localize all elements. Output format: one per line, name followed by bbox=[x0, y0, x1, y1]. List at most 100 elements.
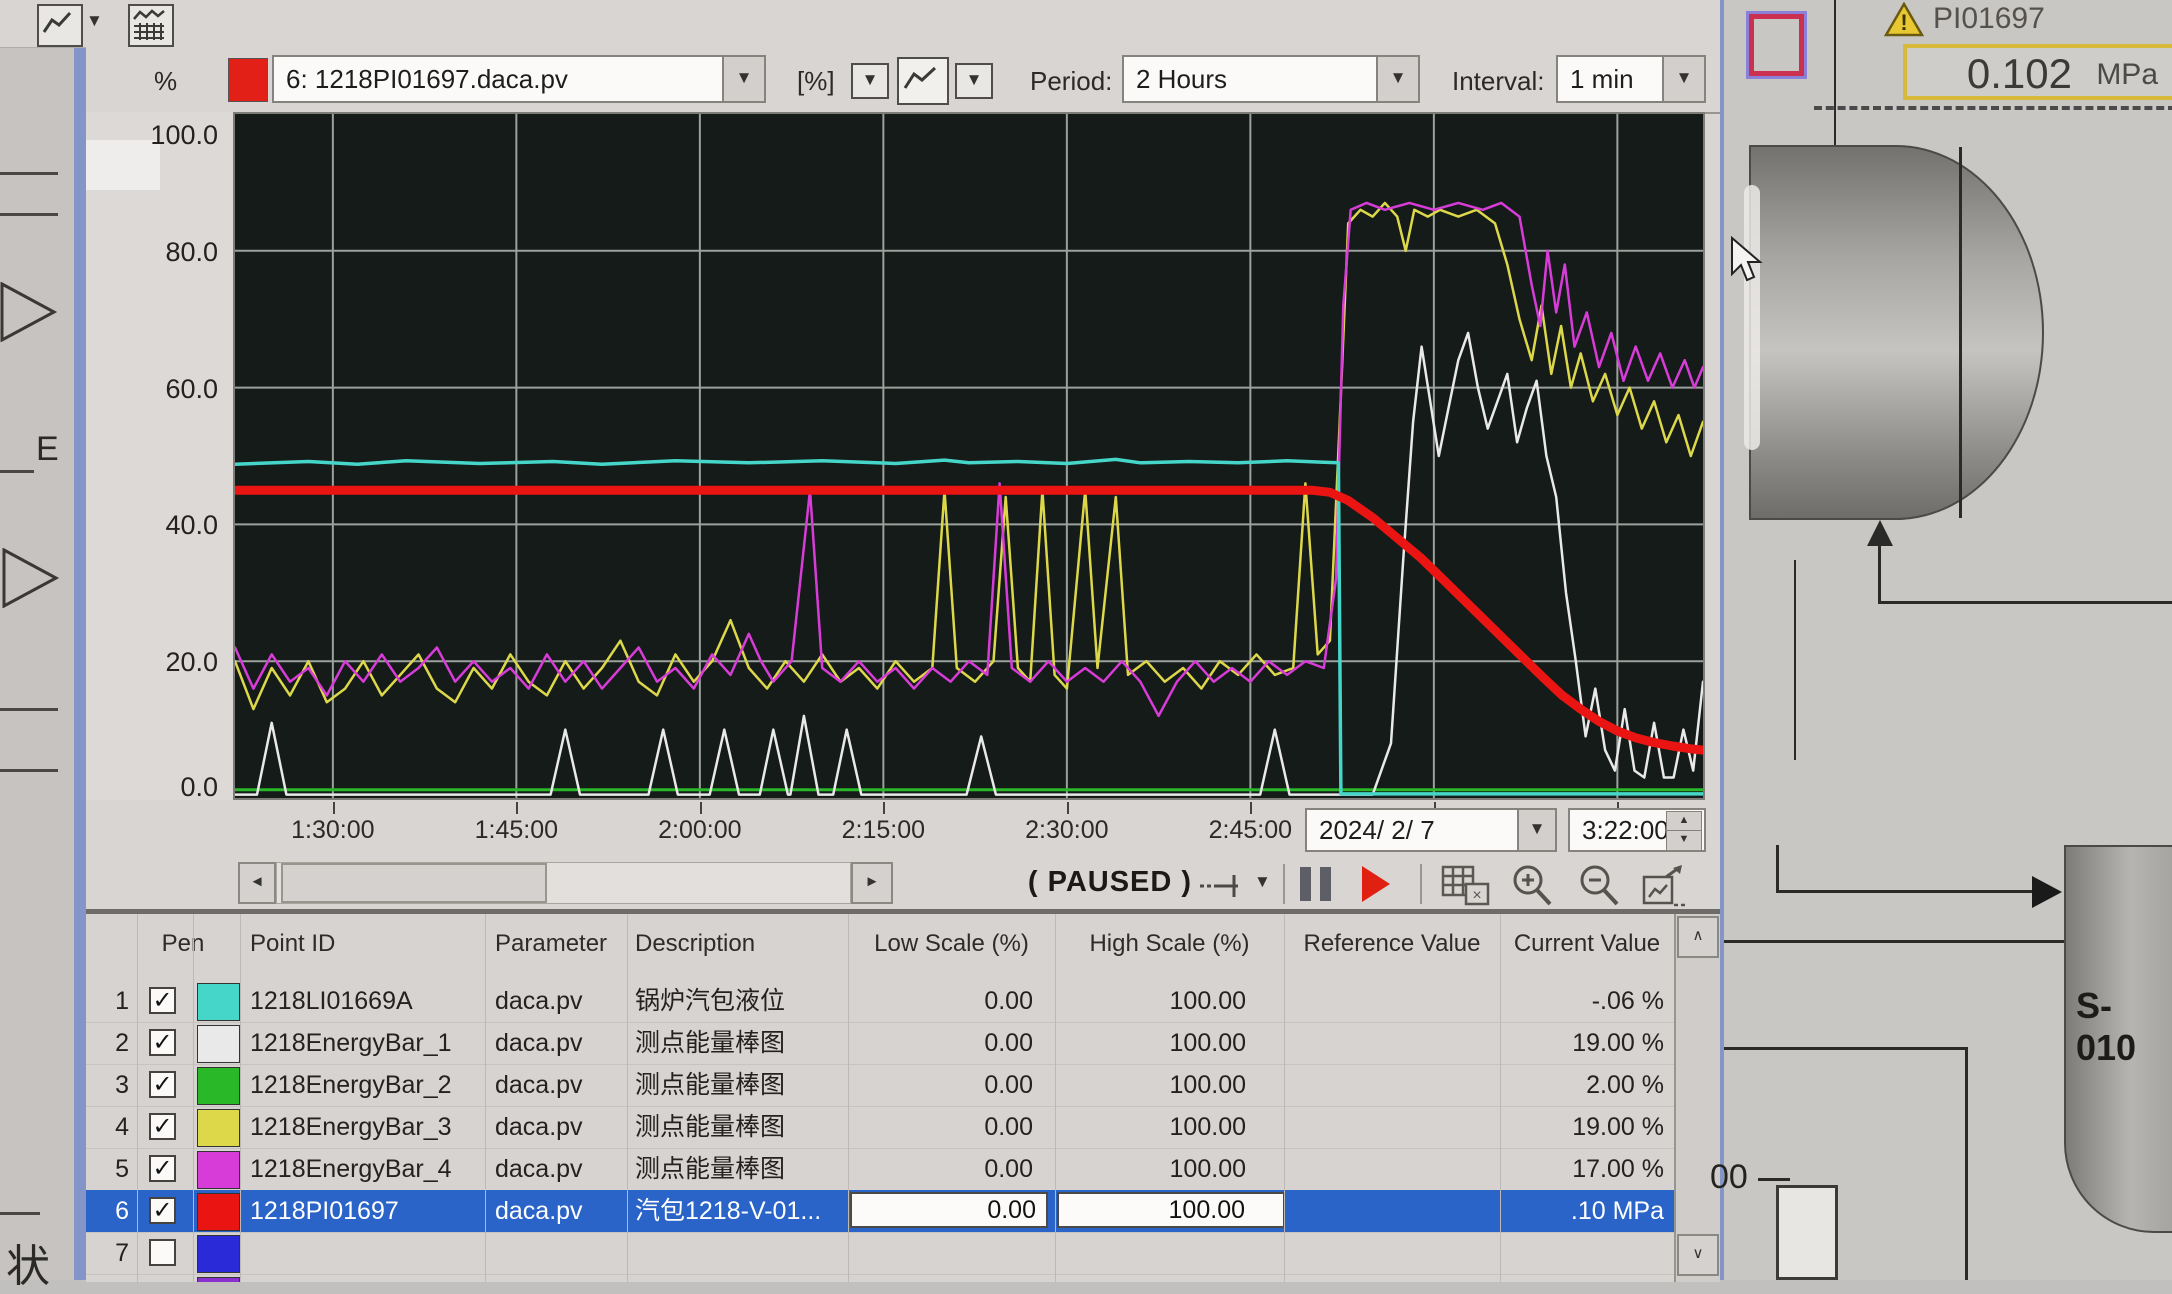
table-row[interactable]: 5 ✓ 1218EnergyBar_4 daca.pv 测点能量棒图 0.00 100.00… bbox=[86, 1148, 1674, 1191]
cell-reference bbox=[1284, 980, 1510, 1022]
cell-reference bbox=[1284, 1106, 1510, 1148]
schematic-line bbox=[1965, 1047, 1968, 1280]
schematic-line bbox=[1758, 1178, 1790, 1181]
table-row[interactable]: 2 ✓ 1218EnergyBar_1 daca.pv 测点能量棒图 0.00 100.00… bbox=[86, 1022, 1674, 1065]
high-scale-edit[interactable]: 100.00 bbox=[1057, 1192, 1285, 1228]
marker-tool-icon[interactable] bbox=[1198, 872, 1250, 898]
pen-swatch bbox=[197, 1235, 240, 1273]
row-checkbox[interactable]: ✓ bbox=[149, 1029, 176, 1056]
row-checkbox[interactable]: ✓ bbox=[149, 987, 176, 1014]
chart-type-dropdown[interactable]: ▼ bbox=[955, 63, 993, 99]
chevron-down-icon[interactable]: ▼ bbox=[722, 57, 764, 101]
cell-description: 测点能量棒图 bbox=[635, 1113, 786, 1141]
chevron-down-icon[interactable]: ▼ bbox=[1517, 810, 1555, 850]
pause-button[interactable] bbox=[1300, 867, 1332, 901]
y-tick-label: 100.0 bbox=[150, 120, 218, 150]
table-row[interactable]: 1 ✓ 1218LI01669A daca.pv 锅炉汽包液位 0.00 100.00 -.0… bbox=[86, 980, 1674, 1023]
process-unit: MPa bbox=[2096, 58, 2158, 91]
cell-reference bbox=[1284, 1232, 1510, 1274]
scale-mode-dropdown[interactable]: ▼ bbox=[851, 63, 889, 99]
trend-plot[interactable] bbox=[233, 112, 1705, 800]
cell-point-id bbox=[250, 1232, 480, 1274]
table-scrollbar[interactable]: ∧ ∨ bbox=[1674, 914, 1720, 1282]
column-header[interactable]: Pen bbox=[161, 930, 205, 957]
schematic-line bbox=[1776, 890, 2034, 893]
row-number: 6 bbox=[115, 1197, 129, 1225]
vessel-glare bbox=[1744, 185, 1760, 450]
zoom-in-icon[interactable] bbox=[1508, 862, 1556, 910]
row-checkbox[interactable]: ✓ bbox=[149, 1071, 176, 1098]
period-combo[interactable]: 2 Hours ▼ bbox=[1122, 55, 1420, 103]
column-divider bbox=[240, 914, 241, 1282]
alarm-indicator-box bbox=[1749, 14, 1804, 76]
row-checkbox[interactable]: ✓ bbox=[149, 1113, 176, 1140]
chevron-down-icon[interactable]: ▼ bbox=[1662, 57, 1704, 101]
interval-value: 1 min bbox=[1570, 64, 1634, 94]
cell-high-scale: 100.00 bbox=[1169, 1113, 1246, 1141]
row-checkbox[interactable]: ✓ bbox=[149, 1197, 176, 1224]
column-header[interactable]: Reference Value bbox=[1303, 930, 1481, 957]
schematic-line bbox=[1878, 601, 2172, 604]
table-row[interactable] bbox=[86, 1274, 1674, 1282]
background-schematic-right: ! PI01697 0.102 MPa 00 S-010 bbox=[1710, 0, 2172, 1280]
column-header[interactable]: Current Value bbox=[1513, 930, 1661, 957]
column-header[interactable]: Point ID bbox=[250, 930, 336, 957]
column-header[interactable]: Low Scale (%) bbox=[874, 930, 1029, 957]
row-checkbox[interactable] bbox=[149, 1239, 176, 1266]
y-tick-label: 60.0 bbox=[165, 373, 218, 404]
scroll-up-button[interactable]: ∧ bbox=[1677, 916, 1719, 958]
x-tick-label: 2:15:00 bbox=[841, 816, 926, 844]
time-scrollbar-thumb[interactable] bbox=[281, 863, 547, 903]
table-row[interactable]: 6 ✓ 1218PI01697 daca.pv 汽包1218-V-01... 0.00 10… bbox=[86, 1190, 1674, 1233]
chart-view-button[interactable] bbox=[37, 4, 83, 47]
table-row[interactable]: 7 bbox=[86, 1232, 1674, 1275]
scroll-right-button[interactable]: ► bbox=[851, 862, 893, 904]
vessel-label: S-010 bbox=[2076, 985, 2137, 1068]
low-scale-edit[interactable]: 0.00 bbox=[850, 1192, 1048, 1228]
schematic-line bbox=[1794, 560, 1796, 760]
line-chart-icon bbox=[903, 66, 937, 89]
cell-description: 测点能量棒图 bbox=[635, 1029, 786, 1057]
cell-reference bbox=[1284, 1190, 1510, 1232]
trend-window: % 6: 1218PI01697.daca.pv ▼ [%] ▼ ▼ Perio… bbox=[86, 47, 1720, 1282]
cell-low-scale: 0.00 bbox=[984, 1071, 1033, 1099]
play-button[interactable] bbox=[1362, 866, 1390, 902]
flow-arrow-right bbox=[2032, 876, 2062, 908]
pen-selector-combo[interactable]: 6: 1218PI01697.daca.pv ▼ bbox=[272, 55, 766, 103]
column-header[interactable]: Description bbox=[635, 930, 756, 957]
row-checkbox[interactable]: ✓ bbox=[149, 1155, 176, 1182]
process-value: 0.102 bbox=[1966, 50, 2072, 97]
row-number: 7 bbox=[115, 1239, 129, 1267]
zoom-out-icon[interactable] bbox=[1575, 862, 1623, 910]
interval-combo[interactable]: 1 min ▼ bbox=[1556, 55, 1706, 103]
spin-up-button[interactable]: ▲ bbox=[1666, 811, 1702, 832]
time-scrollbar-track[interactable] bbox=[276, 862, 851, 904]
table-row[interactable]: 4 ✓ 1218EnergyBar_3 daca.pv 测点能量棒图 0.00 100.00… bbox=[86, 1106, 1674, 1149]
app-toolbar: ▼ bbox=[0, 0, 1720, 48]
export-table-icon[interactable]: × bbox=[1440, 864, 1494, 908]
date-picker[interactable]: 2024/ 2/ 7 ▼ bbox=[1305, 808, 1557, 852]
schematic-dashed-line bbox=[1814, 106, 2172, 110]
column-header[interactable]: High Scale (%) bbox=[1089, 930, 1250, 957]
y-axis: 100.0 80.0 60.0 40.0 20.0 0.0 bbox=[86, 112, 233, 802]
trend-grid-button[interactable] bbox=[128, 4, 174, 47]
marker-dropdown-icon[interactable]: ▼ bbox=[1254, 872, 1271, 891]
column-header[interactable]: Parameter bbox=[495, 930, 608, 957]
time-spinner[interactable]: 3:22:00 ▲ ▼ bbox=[1568, 808, 1706, 852]
point-tag-label: PI01697 bbox=[1933, 2, 2045, 35]
scale-mode-label: [%] bbox=[797, 66, 835, 96]
chevron-down-icon[interactable]: ▼ bbox=[86, 11, 103, 30]
chart-type-button[interactable] bbox=[897, 57, 949, 105]
scroll-down-button[interactable]: ∨ bbox=[1677, 1234, 1719, 1276]
table-row[interactable]: 3 ✓ 1218EnergyBar_2 daca.pv 测点能量棒图 0.00 100.00… bbox=[86, 1064, 1674, 1107]
column-divider bbox=[627, 914, 628, 1282]
flow-arrow-up bbox=[1867, 520, 1893, 546]
time-value: 3:22:00 bbox=[1582, 815, 1669, 845]
spin-down-button[interactable]: ▼ bbox=[1666, 830, 1702, 851]
popout-trend-icon[interactable] bbox=[1640, 863, 1692, 909]
scroll-left-button[interactable]: ◄ bbox=[238, 862, 276, 904]
cell-parameter: daca.pv bbox=[495, 1155, 583, 1183]
cell-reference bbox=[1284, 1148, 1510, 1190]
gutter-highlight bbox=[86, 140, 160, 190]
chevron-down-icon[interactable]: ▼ bbox=[1376, 57, 1418, 101]
